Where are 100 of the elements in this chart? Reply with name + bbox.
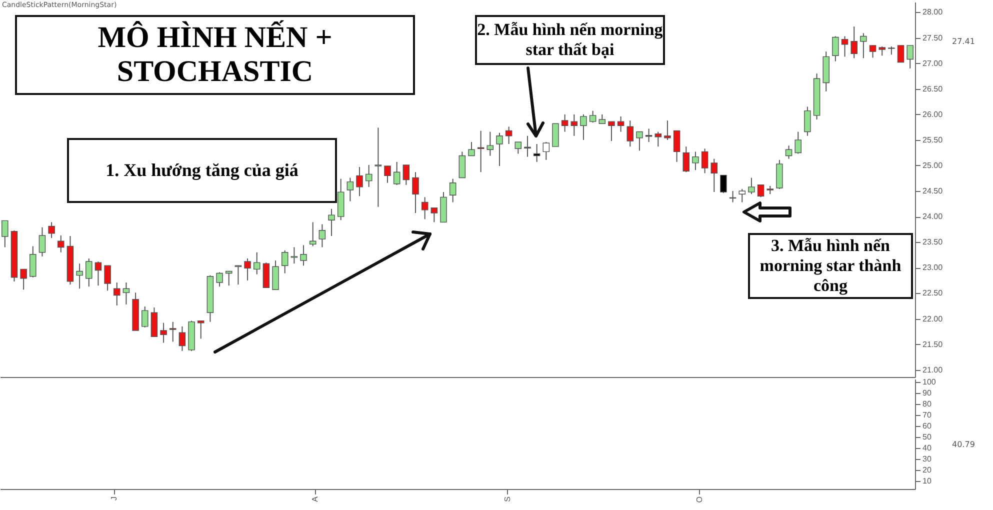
candlestick <box>253 252 260 275</box>
title-box: MÔ HÌNH NẾN + STOCHASTIC <box>15 15 415 95</box>
candlestick <box>785 145 792 160</box>
candlestick <box>393 161 400 186</box>
candlestick <box>524 135 531 158</box>
candlestick <box>122 282 130 305</box>
candlestick <box>636 131 643 152</box>
note-box: 2. Mẫu hình nến morning star thất bại <box>475 15 665 65</box>
candlestick <box>449 178 456 203</box>
y-tick-label: 22.50 <box>922 288 944 298</box>
candlestick <box>141 306 148 328</box>
candlestick <box>505 126 512 145</box>
candlestick <box>402 164 410 186</box>
candlestick <box>496 132 503 166</box>
y-tick-label: 20 <box>922 465 932 474</box>
candlestick <box>365 164 372 188</box>
candlestick <box>2 220 8 248</box>
y-tick-label: 90 <box>922 388 932 398</box>
y-tick-label: 27.00 <box>922 58 944 68</box>
candlestick <box>430 207 438 223</box>
candlestick <box>458 151 466 178</box>
x-tick-label: A <box>310 496 320 502</box>
candlestick <box>290 246 298 264</box>
candlestick <box>346 177 354 202</box>
y-tick-label: 21.50 <box>922 340 944 349</box>
y-tick-label: 21.00 <box>922 365 944 374</box>
y-tick-label: 100 <box>922 377 936 386</box>
candlestick <box>542 141 550 160</box>
candlestick <box>421 196 428 220</box>
x-tick-label: O <box>694 496 704 503</box>
candlestick <box>692 151 699 171</box>
y-tick-label: 26.00 <box>922 110 944 119</box>
y-tick-label: 80 <box>922 399 932 408</box>
candlestick <box>384 166 391 184</box>
y-tick-label: 26.50 <box>922 84 944 94</box>
candlestick <box>197 320 204 340</box>
candlestick <box>720 174 727 194</box>
candlestick <box>794 131 802 154</box>
candlestick <box>309 222 316 247</box>
candlestick <box>580 114 587 140</box>
y-tick-label: 70 <box>922 410 932 420</box>
y-tick-label: 60 <box>922 421 932 430</box>
candlestick <box>514 141 522 154</box>
candlestick <box>468 141 475 156</box>
candlestick <box>374 127 382 208</box>
candlestick <box>841 36 848 58</box>
candlestick <box>589 110 596 124</box>
candlestick <box>114 282 120 306</box>
candlestick <box>104 265 111 292</box>
candlestick <box>178 326 186 352</box>
candlestick <box>617 116 624 132</box>
candlestick <box>169 321 176 342</box>
candlestick <box>356 166 363 197</box>
candlestick <box>300 244 307 266</box>
candlestick <box>654 131 662 148</box>
candlestick <box>30 246 36 278</box>
candlestick <box>94 261 102 286</box>
candlestick <box>318 224 326 248</box>
candlestick <box>533 144 540 162</box>
candlestick <box>748 177 755 195</box>
candlestick <box>561 114 568 132</box>
y-tick-label: 40 <box>922 443 932 452</box>
x-tick-label: J <box>110 496 119 500</box>
y-tick-label: 10 <box>922 476 932 486</box>
candlestick <box>412 172 419 214</box>
y-tick-label: 23.00 <box>922 263 944 272</box>
candlestick <box>281 250 288 274</box>
y-tick-label: 22.00 <box>922 314 944 324</box>
candlestick <box>216 272 223 288</box>
y-tick-label: 24.00 <box>922 212 944 222</box>
candlestick <box>20 268 27 290</box>
candlestick <box>757 184 764 198</box>
candlestick <box>552 123 559 148</box>
candlestick <box>804 106 811 136</box>
y-tick-label: 24.50 <box>922 186 944 196</box>
candlestick <box>850 26 858 59</box>
y-tick-label: 23.50 <box>922 238 944 247</box>
y-tick-label: 25.50 <box>922 135 944 144</box>
candlestick <box>160 322 167 344</box>
candlestick <box>906 44 914 69</box>
candlestick <box>328 208 335 236</box>
candlestick <box>860 32 867 59</box>
candlestick <box>869 44 876 58</box>
candlestick <box>58 234 64 253</box>
y-tick-label: 28.00 <box>922 8 944 17</box>
y-tick-label: 27.50 <box>922 33 944 42</box>
candlestick <box>682 146 690 173</box>
candlestick <box>244 258 251 281</box>
candlestick <box>272 260 279 290</box>
candlestick <box>897 44 904 63</box>
candlestick <box>86 258 92 288</box>
x-tick-label: S <box>502 496 512 502</box>
text: 27.41 <box>952 37 975 46</box>
candlestick <box>710 158 718 193</box>
candlestick <box>832 36 839 62</box>
candlestick <box>701 148 708 174</box>
candlestick <box>570 114 578 136</box>
candlestick <box>225 270 232 286</box>
candlestick <box>626 120 634 148</box>
y-tick-label: 30 <box>922 454 932 464</box>
